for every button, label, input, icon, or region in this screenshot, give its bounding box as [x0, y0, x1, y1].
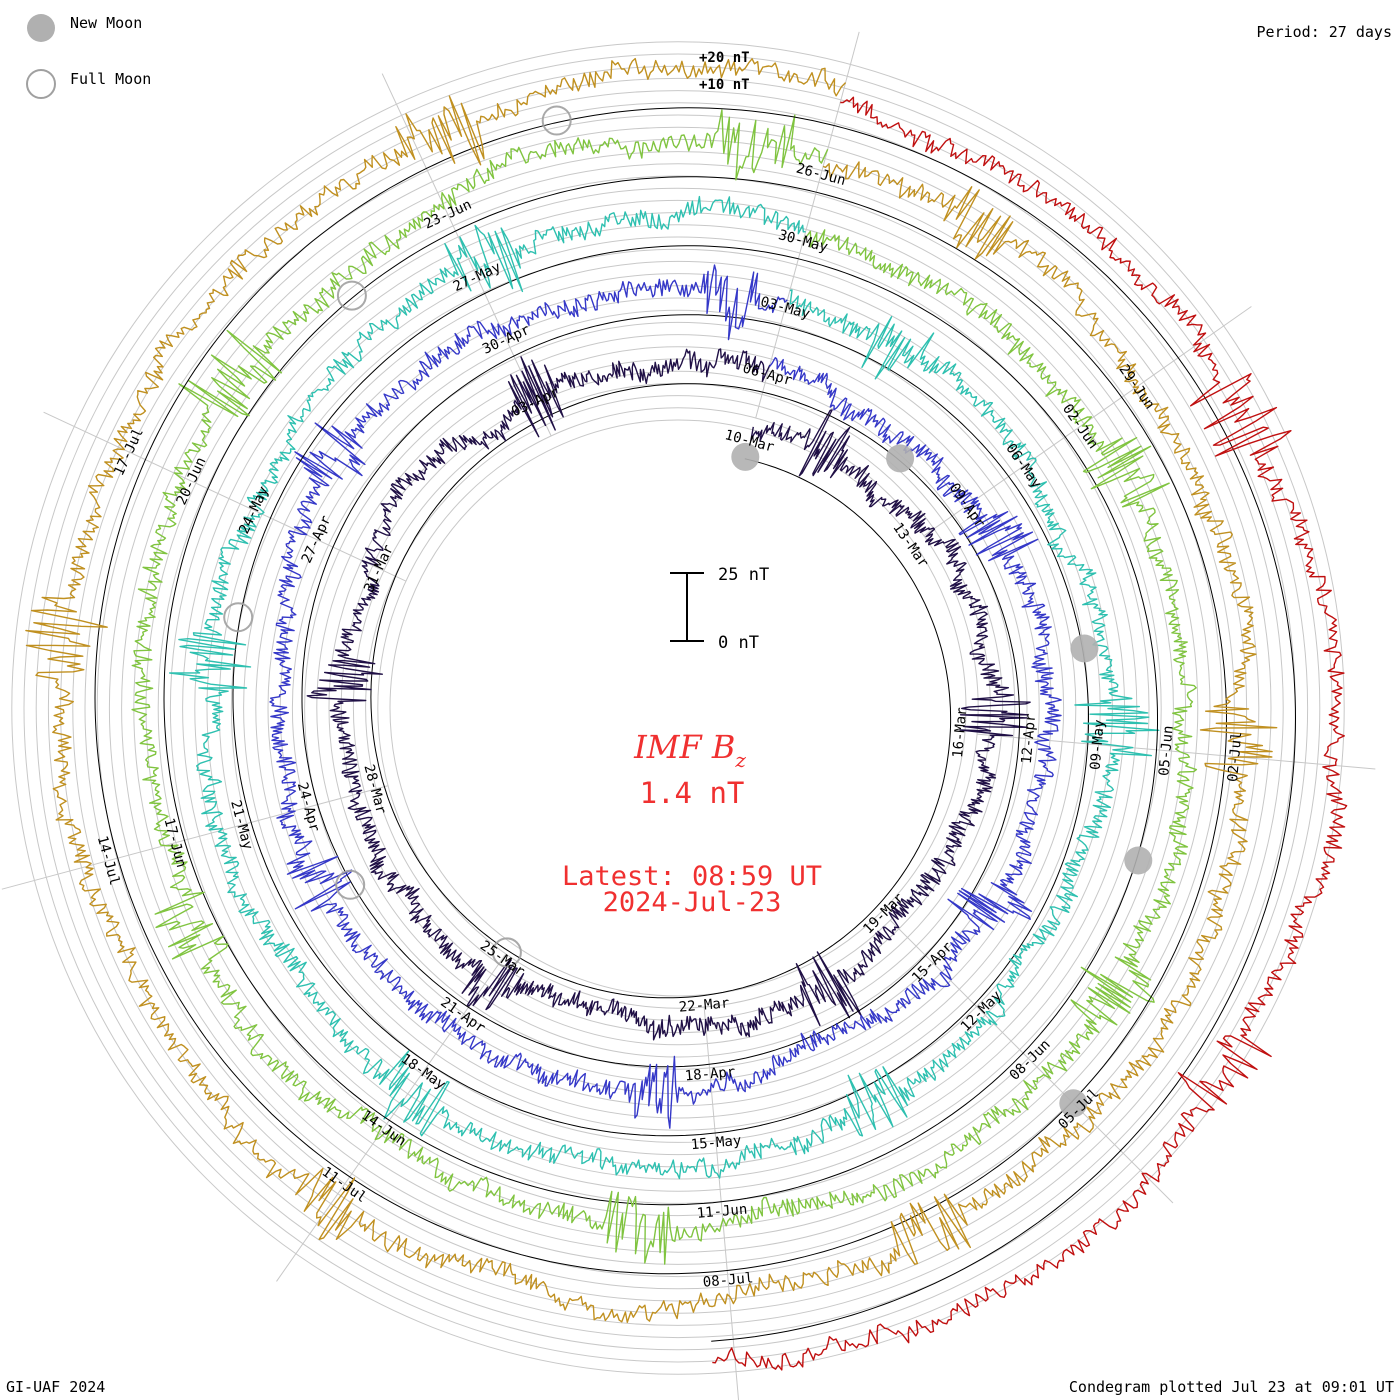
- grid-circle: [96, 126, 1260, 1290]
- legend-new-moon-label: New Moon: [70, 14, 143, 32]
- scale-top-label: 25 nT: [718, 565, 769, 585]
- trace-cycle-4: [131, 109, 1198, 1265]
- date-label: 24-May: [236, 484, 272, 537]
- grid-spoke: [1, 785, 389, 890]
- grid-spoke: [755, 31, 860, 419]
- radial-label-20nt: +20 nT: [699, 50, 750, 66]
- new-moon-marker: [1124, 846, 1153, 875]
- date-label: 12-Apr: [1019, 713, 1039, 765]
- baseline-spiral-2: [301, 314, 1021, 1068]
- new-moon-marker: [886, 444, 915, 473]
- trace-cycle-1: [306, 348, 1031, 1041]
- date-label: 09-Apr: [946, 480, 988, 531]
- full-moon-marker: [336, 280, 367, 311]
- trace-layer: [25, 57, 1348, 1371]
- grid-circle: [316, 346, 1040, 1070]
- grid-circle: [84, 114, 1272, 1302]
- grid-spoke: [889, 919, 1174, 1204]
- grid-circle: [182, 212, 1174, 1204]
- grid-circle: [169, 199, 1187, 1217]
- grid-circle: [11, 41, 1345, 1375]
- radial-label-10nt: +10 nT: [699, 77, 750, 93]
- latest-date: 2024-Jul-23: [603, 887, 782, 918]
- grid-circle: [133, 163, 1223, 1253]
- baseline-spiral-1: [370, 383, 952, 999]
- date-label: 29-Jun: [1115, 362, 1157, 413]
- grid-circle: [206, 236, 1150, 1180]
- current-value: 1.4 nT: [640, 776, 745, 810]
- date-label: 30-Apr: [480, 322, 533, 358]
- parameter-title: IMF Bz: [633, 728, 746, 772]
- period-label: Period: 27 days: [1256, 23, 1392, 41]
- date-label: 06-Apr: [741, 360, 794, 389]
- date-label: 22-Mar: [678, 995, 730, 1015]
- grid-circle: [377, 407, 979, 1009]
- new-moon-marker: [1070, 634, 1099, 663]
- latest-time: Latest: 08:59 UT: [562, 861, 822, 892]
- date-label: 26-Jun: [794, 161, 847, 190]
- trace-cycle-5: [25, 57, 1278, 1323]
- trace-cycle-3: [169, 195, 1160, 1180]
- full-moon-marker: [541, 105, 572, 136]
- grid-circle: [35, 65, 1321, 1351]
- grid-circle: [365, 395, 991, 1021]
- date-label: 27-May: [451, 259, 504, 295]
- new-moon-marker: [1059, 1089, 1088, 1118]
- baseline-spiral-6: [711, 125, 1297, 1342]
- grid-circle: [340, 370, 1016, 1046]
- date-label: 05-Jun: [1156, 725, 1176, 777]
- baseline-spiral-4: [163, 176, 1158, 1206]
- date-label: 02-Jun: [1059, 401, 1101, 452]
- moon-layer: [223, 105, 1153, 1118]
- grid-layer: [1, 31, 1376, 1400]
- new-moon-marker: [731, 442, 760, 471]
- grid-circle: [328, 358, 1028, 1058]
- grid-circle: [47, 77, 1309, 1339]
- date-label: 18-Apr: [684, 1064, 736, 1084]
- grid-circle: [279, 309, 1077, 1107]
- grid-spoke: [276, 953, 507, 1282]
- scale-bottom-label: 0 nT: [718, 633, 759, 653]
- trace-cycle-6: [712, 96, 1348, 1371]
- date-label: 16-Mar: [950, 707, 970, 759]
- date-label: 02-Jul: [1225, 731, 1245, 783]
- full-moon-marker: [223, 602, 254, 633]
- full-moon-icon: [26, 69, 56, 99]
- grid-spoke: [43, 411, 407, 582]
- date-label: 08-Jul: [702, 1270, 754, 1290]
- baseline-spiral-3: [232, 245, 1089, 1137]
- date-label: 11-Jun: [696, 1202, 748, 1222]
- trace-cycle-2: [269, 264, 1062, 1129]
- date-label: 09-May: [1088, 719, 1108, 771]
- plotted-timestamp: Condegram plotted Jul 23 at 09:01 UT: [1068, 1378, 1394, 1396]
- date-label: 03-May: [759, 294, 812, 323]
- credit-label: GI-UAF 2024: [6, 1378, 106, 1396]
- scale-bar: [670, 572, 704, 642]
- grid-circle: [194, 224, 1162, 1192]
- new-moon-icon: [27, 14, 55, 42]
- full-moon-marker: [491, 937, 522, 968]
- grid-spoke: [381, 73, 552, 437]
- grid-circle: [108, 138, 1248, 1278]
- full-moon-marker: [335, 869, 366, 900]
- date-label: 15-May: [690, 1133, 742, 1153]
- legend-full-moon-label: Full Moon: [70, 70, 152, 88]
- baseline-spiral-5: [94, 107, 1228, 1275]
- grid-circle: [255, 285, 1101, 1131]
